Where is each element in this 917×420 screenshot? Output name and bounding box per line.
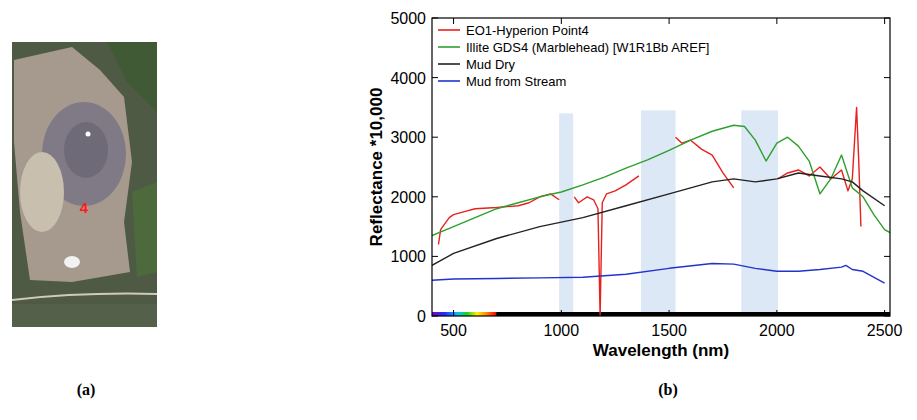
series-line bbox=[432, 125, 890, 235]
image-ground bbox=[12, 42, 157, 327]
x-tick-label: 2000 bbox=[759, 322, 795, 339]
point-label: 4 bbox=[80, 199, 89, 216]
y-tick-label: 5000 bbox=[390, 10, 426, 27]
y-tick bbox=[884, 256, 890, 257]
field bbox=[132, 182, 157, 277]
legend-swatch bbox=[438, 80, 460, 82]
figure: 4 (a) (b) 500 1000 1500 2000 2500 0 1000 2000 3000 4… bbox=[0, 0, 917, 420]
x-tick bbox=[669, 310, 670, 316]
absorption-band bbox=[641, 110, 675, 316]
dry-mud bbox=[20, 152, 64, 232]
y-tick bbox=[432, 316, 438, 317]
absorption-band bbox=[559, 113, 573, 316]
x-tick bbox=[453, 310, 454, 316]
plot-area bbox=[432, 18, 890, 316]
bright-spot bbox=[64, 256, 80, 268]
y-tick bbox=[884, 77, 890, 78]
y-tick-label: 3000 bbox=[390, 129, 426, 146]
y-axis-title: Reflectance *10,000 bbox=[367, 88, 386, 247]
legend-label: EO1-Hyperion Point4 bbox=[466, 23, 589, 38]
mud-core bbox=[64, 122, 108, 178]
legend-label: Mud Dry bbox=[466, 57, 516, 72]
y-tick-label: 4000 bbox=[390, 70, 426, 87]
y-tick-label: 0 bbox=[417, 308, 426, 325]
y-tick bbox=[432, 137, 438, 138]
x-tick-label: 2500 bbox=[867, 322, 903, 339]
y-tick bbox=[884, 196, 890, 197]
legend: EO1-Hyperion Point4 Illite GDS4 (Marblehe… bbox=[438, 23, 709, 89]
x-tick-label: 1000 bbox=[544, 322, 580, 339]
y-tick bbox=[884, 137, 890, 138]
satellite-image bbox=[12, 42, 157, 327]
y-tick bbox=[884, 18, 890, 19]
x-axis-title: Wavelength (nm) bbox=[593, 341, 729, 360]
series-line bbox=[438, 107, 860, 316]
legend-label: Illite GDS4 (Marblehead) [W1R1Bb AREF] bbox=[466, 40, 709, 55]
road bbox=[12, 294, 157, 300]
x-tick bbox=[669, 18, 670, 24]
bright-spot bbox=[86, 132, 91, 137]
y-tick bbox=[432, 196, 438, 197]
legend-swatch bbox=[438, 29, 460, 31]
legend-swatch bbox=[438, 63, 460, 65]
legend-swatch bbox=[438, 46, 460, 48]
x-tick bbox=[453, 18, 454, 24]
x-tick-label: 500 bbox=[440, 322, 467, 339]
x-tick bbox=[776, 310, 777, 316]
x-tick bbox=[884, 310, 885, 316]
x-tick bbox=[776, 18, 777, 24]
y-tick bbox=[432, 256, 438, 257]
panel-label: (b) bbox=[658, 381, 678, 399]
plot-frame bbox=[432, 18, 890, 316]
x-tick-label: 1500 bbox=[651, 322, 687, 339]
y-tick bbox=[432, 77, 438, 78]
y-tick bbox=[884, 316, 890, 317]
y-tick bbox=[432, 18, 438, 19]
x-tick bbox=[561, 310, 562, 316]
series-line bbox=[432, 173, 885, 265]
panel-label: (a) bbox=[77, 381, 96, 399]
absorption-band bbox=[741, 110, 778, 316]
legend-label: Mud from Stream bbox=[466, 74, 566, 89]
y-tick-label: 1000 bbox=[390, 248, 426, 265]
x-tick bbox=[884, 18, 885, 24]
y-tick-label: 2000 bbox=[390, 189, 426, 206]
series-line bbox=[432, 264, 885, 284]
field bbox=[12, 304, 157, 327]
mud-area bbox=[14, 47, 132, 282]
data-group bbox=[432, 107, 890, 316]
